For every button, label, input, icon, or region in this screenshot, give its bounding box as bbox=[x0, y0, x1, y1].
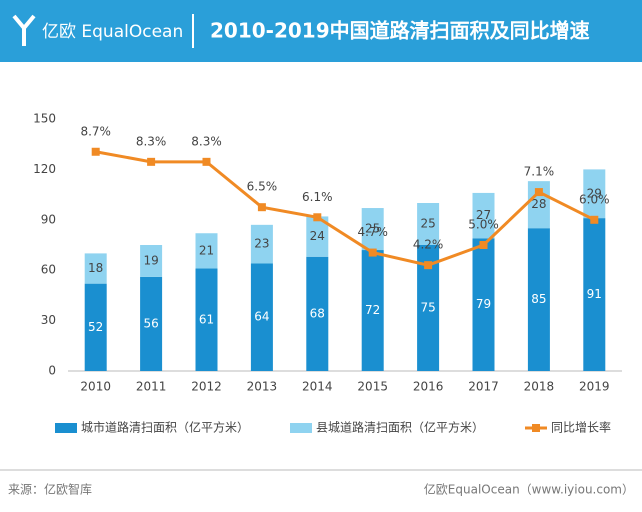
line-marker bbox=[479, 241, 488, 249]
bar bbox=[583, 218, 606, 371]
bar bbox=[527, 181, 550, 229]
line-label: 5.0% bbox=[468, 218, 499, 232]
legend-swatch bbox=[55, 423, 77, 433]
bar bbox=[472, 238, 495, 371]
bar bbox=[84, 283, 107, 371]
y-tick-label: 150 bbox=[33, 112, 56, 126]
bar bbox=[527, 228, 550, 371]
bar-label: 75 bbox=[420, 301, 435, 315]
legend-swatch bbox=[532, 424, 540, 432]
line-label: 7.1% bbox=[524, 165, 555, 179]
line-label: 6.0% bbox=[579, 192, 610, 206]
bar bbox=[140, 245, 163, 277]
bar bbox=[361, 250, 384, 371]
bar-label: 18 bbox=[88, 261, 103, 275]
y-tick-label: 0 bbox=[48, 364, 56, 378]
bar-label: 25 bbox=[365, 222, 380, 236]
line-marker bbox=[313, 213, 322, 222]
x-tick-label: 2015 bbox=[357, 380, 388, 394]
title: 2010-2019中国道路清扫面积及同比增速 bbox=[210, 19, 590, 43]
line-marker bbox=[147, 157, 156, 166]
line-label: 8.3% bbox=[136, 134, 167, 148]
bar bbox=[472, 192, 495, 239]
y-tick-label: 120 bbox=[33, 162, 56, 176]
x-tick-label: 2016 bbox=[413, 380, 444, 394]
bar-label: 25 bbox=[420, 217, 435, 231]
x-tick-label: 2014 bbox=[302, 380, 333, 394]
bar-label: 91 bbox=[587, 287, 602, 301]
bar bbox=[583, 169, 606, 219]
line-marker bbox=[91, 147, 100, 156]
bar bbox=[195, 268, 218, 371]
line-label: 8.7% bbox=[80, 124, 111, 138]
line-label: 4.2% bbox=[413, 238, 444, 252]
bar-label: 29 bbox=[587, 186, 602, 200]
logo-icon bbox=[12, 14, 36, 46]
y-tick-label: 90 bbox=[41, 212, 56, 226]
legend-swatch bbox=[290, 423, 312, 433]
line-label: 6.1% bbox=[302, 190, 333, 204]
line bbox=[95, 150, 595, 267]
source: 来源：亿欧智库 bbox=[8, 482, 92, 497]
bar bbox=[84, 253, 107, 284]
bar-label: 28 bbox=[531, 197, 546, 211]
bar-label: 24 bbox=[310, 229, 325, 243]
bar-label: 23 bbox=[254, 237, 269, 251]
x-tick-label: 2013 bbox=[247, 380, 278, 394]
line-label: 8.3% bbox=[191, 134, 222, 148]
line-marker bbox=[202, 157, 211, 166]
bar bbox=[361, 208, 384, 251]
bar-label: 79 bbox=[476, 297, 491, 311]
bar bbox=[140, 276, 163, 371]
x-tick-label: 2018 bbox=[524, 380, 555, 394]
line-label: 6.5% bbox=[247, 180, 278, 194]
x-tick-label: 2011 bbox=[136, 380, 167, 394]
x-tick-label: 2017 bbox=[468, 380, 499, 394]
line-marker bbox=[368, 248, 377, 257]
line-label: 4.7% bbox=[357, 225, 388, 239]
bar bbox=[250, 224, 273, 264]
line-marker bbox=[257, 203, 266, 212]
bar bbox=[195, 233, 218, 269]
x-tick-label: 2012 bbox=[191, 380, 222, 394]
line-marker bbox=[534, 188, 543, 197]
y-tick-label: 30 bbox=[41, 313, 56, 327]
legend-label: 同比增长率 bbox=[551, 420, 611, 435]
bar-label: 52 bbox=[88, 320, 103, 334]
legend-label: 县城道路清扫面积（亿平方米） bbox=[316, 420, 484, 435]
site: 亿欧EqualOcean（www.iyiou.com） bbox=[424, 482, 634, 497]
legend-label: 城市道路清扫面积（亿平方米） bbox=[81, 420, 249, 435]
bar-label: 64 bbox=[254, 310, 269, 324]
bar-label: 72 bbox=[365, 303, 380, 317]
bar bbox=[306, 256, 329, 371]
bar-label: 27 bbox=[476, 208, 491, 222]
bar bbox=[417, 203, 440, 245]
x-tick-label: 2010 bbox=[80, 380, 111, 394]
bar-label: 56 bbox=[143, 316, 158, 330]
line-marker bbox=[424, 261, 433, 270]
bar bbox=[250, 263, 273, 371]
bar-label: 85 bbox=[531, 292, 546, 306]
bar-label: 61 bbox=[199, 312, 214, 326]
bar bbox=[417, 245, 440, 371]
y-tick-label: 60 bbox=[41, 263, 56, 277]
x-tick-label: 2019 bbox=[579, 380, 610, 394]
bar-label: 19 bbox=[143, 253, 158, 267]
bar-label: 68 bbox=[310, 306, 325, 320]
header-band bbox=[0, 0, 642, 62]
bar bbox=[306, 216, 329, 257]
line-marker bbox=[590, 215, 599, 224]
bar-label: 21 bbox=[199, 243, 214, 257]
logo-text: 亿欧 EqualOcean bbox=[42, 22, 183, 42]
